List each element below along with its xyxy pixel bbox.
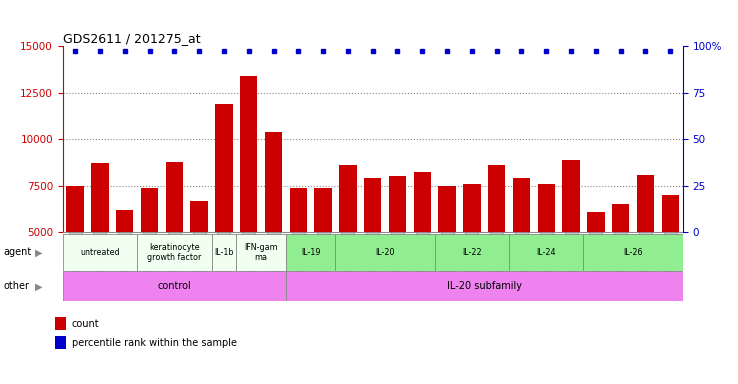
Text: keratinocyte
growth factor: keratinocyte growth factor — [147, 243, 201, 262]
Bar — [240, 76, 258, 232]
Text: GDS2611 / 201275_at: GDS2611 / 201275_at — [63, 32, 200, 45]
Bar — [286, 234, 336, 271]
Bar — [92, 164, 108, 232]
Text: untreated: untreated — [80, 248, 120, 257]
Bar — [190, 201, 208, 232]
Bar — [389, 175, 406, 232]
Bar — [435, 234, 509, 271]
Bar — [661, 195, 679, 232]
Text: count: count — [72, 319, 100, 329]
Bar — [438, 186, 456, 232]
Bar — [314, 188, 332, 232]
Text: ▶: ▶ — [35, 281, 43, 291]
Bar — [265, 132, 282, 232]
Text: IL-26: IL-26 — [624, 248, 643, 257]
Bar — [212, 234, 236, 271]
Text: control: control — [157, 281, 191, 291]
Bar — [55, 336, 66, 349]
Text: percentile rank within the sample: percentile rank within the sample — [72, 338, 237, 348]
Bar — [286, 271, 683, 301]
Text: IL-22: IL-22 — [462, 248, 482, 257]
Text: IL-20 subfamily: IL-20 subfamily — [446, 281, 522, 291]
Bar — [236, 234, 286, 271]
Text: other: other — [4, 281, 30, 291]
Bar — [413, 172, 431, 232]
Bar — [488, 165, 506, 232]
Text: IL-1b: IL-1b — [214, 248, 234, 257]
Bar — [63, 234, 137, 271]
Bar — [336, 234, 435, 271]
Bar — [463, 184, 480, 232]
Bar — [612, 204, 630, 232]
Bar — [513, 178, 530, 232]
Text: IL-19: IL-19 — [301, 248, 320, 257]
Bar — [165, 162, 183, 232]
Text: IL-20: IL-20 — [376, 248, 395, 257]
Bar — [509, 234, 584, 271]
Text: IFN-gam
ma: IFN-gam ma — [244, 243, 278, 262]
Text: IL-24: IL-24 — [537, 248, 556, 257]
Text: ▶: ▶ — [35, 247, 43, 258]
Bar — [537, 184, 555, 232]
Bar — [66, 186, 84, 232]
Bar — [137, 234, 212, 271]
Text: agent: agent — [4, 247, 32, 258]
Bar — [289, 188, 307, 232]
Bar — [339, 165, 356, 232]
Bar — [63, 271, 286, 301]
Bar — [587, 212, 604, 232]
Bar — [215, 104, 232, 232]
Bar — [116, 210, 134, 232]
Bar — [562, 160, 580, 232]
Bar — [141, 188, 158, 232]
Bar — [584, 234, 683, 271]
Bar — [364, 178, 382, 232]
Bar — [55, 317, 66, 330]
Bar — [637, 175, 654, 232]
